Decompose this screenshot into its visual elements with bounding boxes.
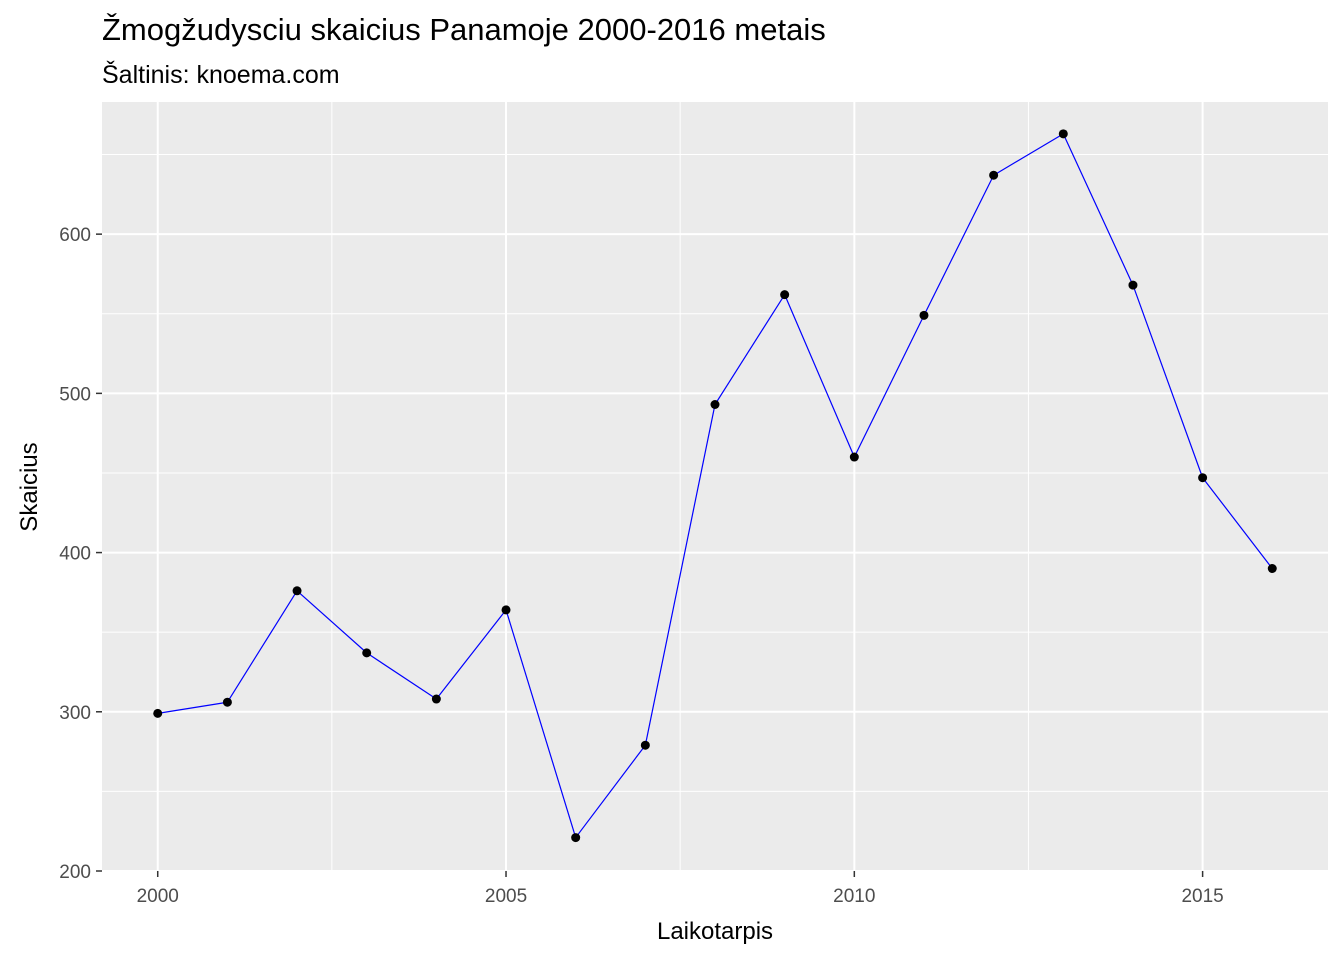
y-axis: 200 300 400 500 600 bbox=[59, 225, 102, 883]
data-point bbox=[153, 708, 163, 718]
data-point bbox=[780, 290, 790, 300]
data-point bbox=[1128, 280, 1138, 290]
data-point bbox=[1198, 473, 1208, 483]
series-line-segment bbox=[1132, 284, 1204, 478]
x-tick-label: 2010 bbox=[833, 886, 875, 907]
data-point bbox=[292, 586, 302, 596]
data-point bbox=[1058, 129, 1068, 139]
series-line-group bbox=[157, 133, 1273, 838]
data-point bbox=[222, 697, 232, 707]
series-line-segment bbox=[157, 701, 228, 714]
series-line-segment bbox=[923, 174, 995, 316]
chart-title: Žmogžudysciu skaicius Panamoje 2000-2016… bbox=[102, 12, 826, 47]
y-axis-title: Skaicius bbox=[16, 442, 43, 531]
data-point bbox=[431, 694, 441, 704]
data-point bbox=[849, 452, 859, 462]
y-tick-label: 500 bbox=[59, 384, 91, 405]
chart-subtitle: Šaltinis: knoema.com bbox=[102, 60, 340, 89]
series-line-segment bbox=[435, 609, 507, 700]
series-line-segment bbox=[1062, 133, 1134, 286]
y-tick-label: 300 bbox=[59, 703, 91, 724]
series-line-segment bbox=[296, 590, 368, 654]
plot-panel bbox=[102, 102, 1328, 871]
x-tick-label: 2000 bbox=[137, 886, 179, 907]
series-line-segment bbox=[1202, 477, 1273, 569]
data-point bbox=[919, 310, 929, 320]
grid-major bbox=[102, 102, 1328, 872]
data-point bbox=[710, 400, 720, 410]
x-axis: 2000 2005 2010 2015 bbox=[137, 871, 1224, 907]
data-point bbox=[571, 833, 581, 843]
series-line-segment bbox=[714, 294, 786, 405]
data-point bbox=[640, 740, 650, 750]
data-point bbox=[1267, 563, 1277, 573]
series-line-segment bbox=[575, 744, 646, 838]
data-point bbox=[989, 170, 999, 180]
y-tick-label: 200 bbox=[59, 862, 91, 883]
series-line-segment bbox=[993, 133, 1064, 176]
x-tick-label: 2005 bbox=[485, 886, 527, 907]
series-line-segment bbox=[853, 315, 925, 458]
series-line-segment bbox=[505, 609, 577, 838]
series-points bbox=[153, 129, 1277, 843]
y-tick-label: 600 bbox=[59, 225, 91, 246]
grid-minor bbox=[102, 102, 1328, 871]
series-line-segment bbox=[784, 294, 855, 458]
y-tick-label: 400 bbox=[59, 544, 91, 565]
data-point bbox=[362, 648, 372, 658]
series-line-segment bbox=[226, 590, 298, 703]
data-point bbox=[501, 605, 511, 615]
series-line-segment bbox=[366, 652, 437, 700]
x-tick-label: 2015 bbox=[1181, 886, 1223, 907]
x-axis-title: Laikotarpis bbox=[657, 918, 773, 945]
series-line-segment bbox=[644, 404, 716, 746]
